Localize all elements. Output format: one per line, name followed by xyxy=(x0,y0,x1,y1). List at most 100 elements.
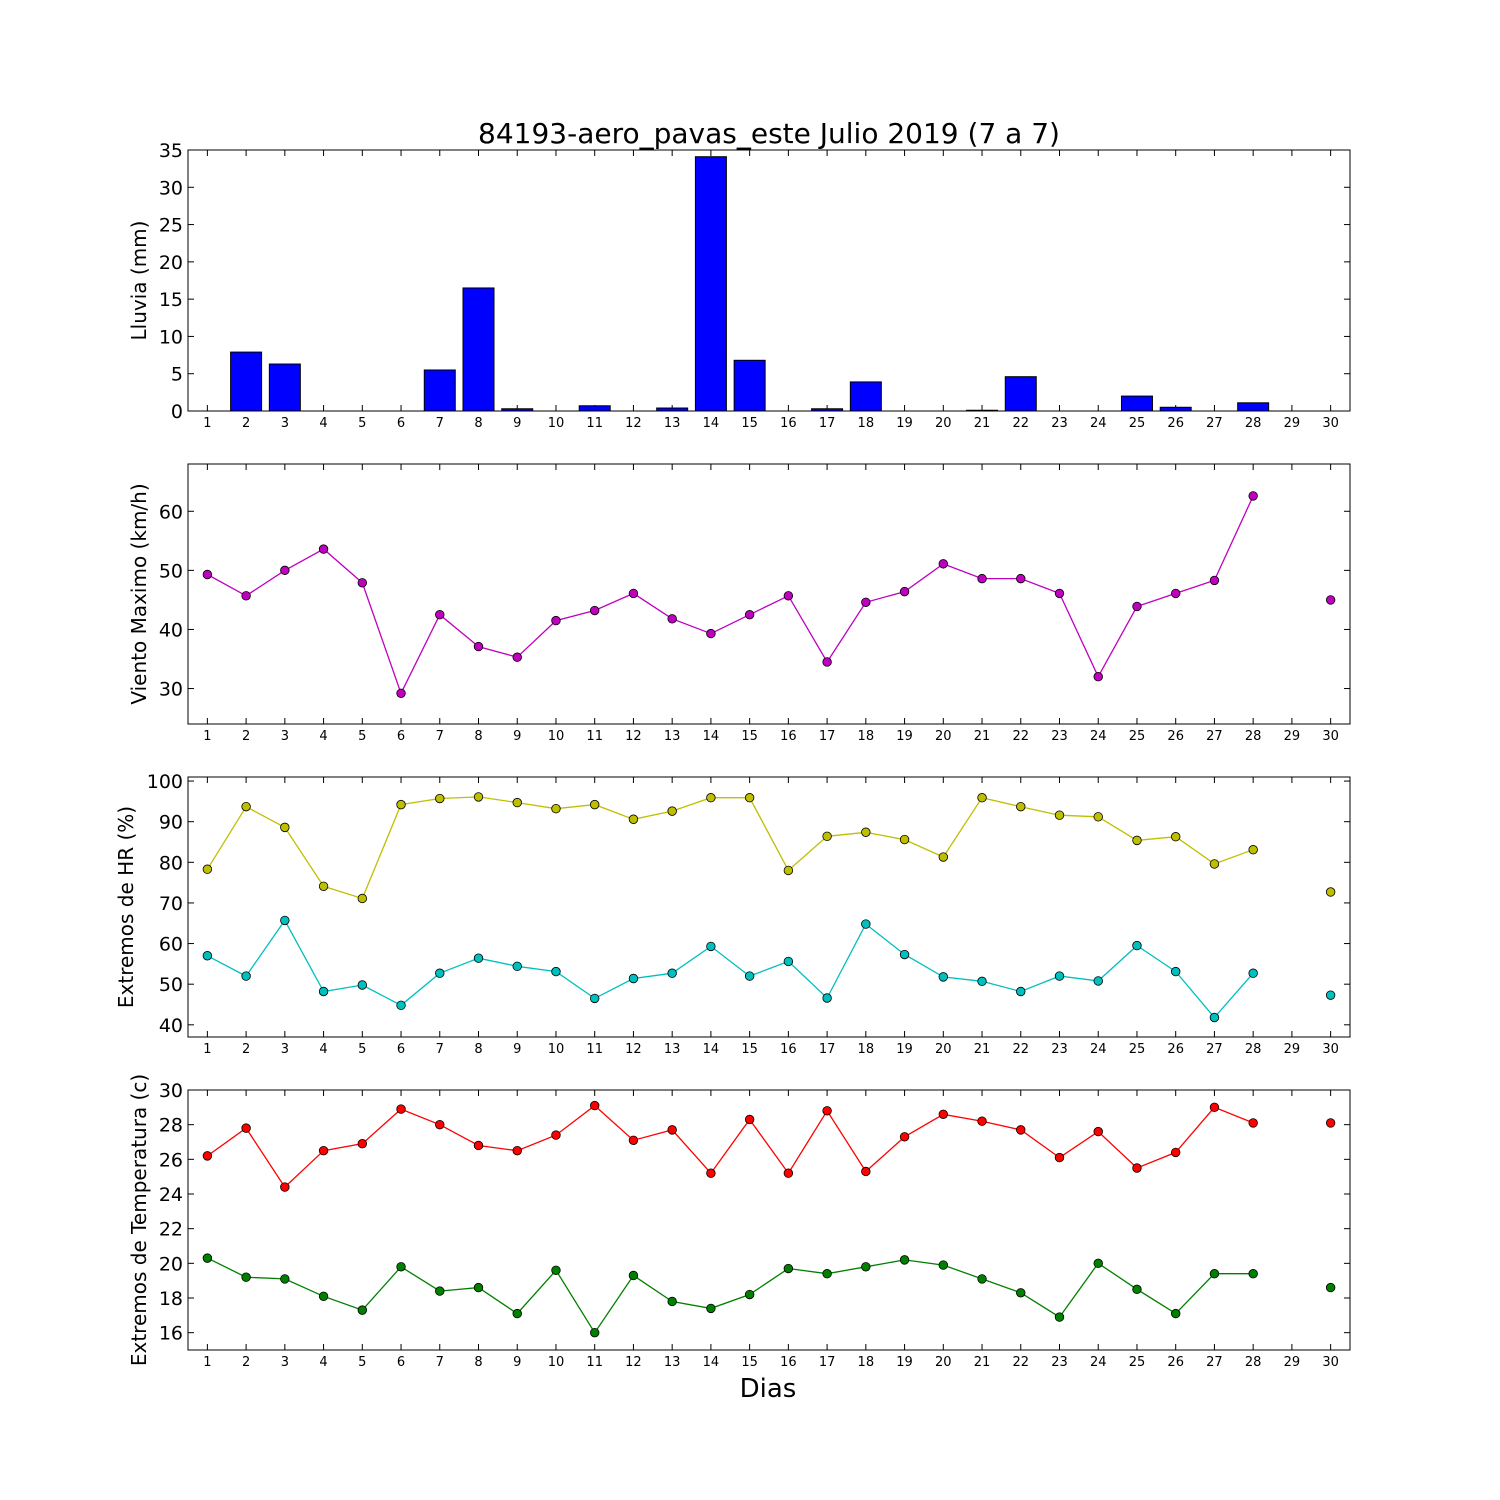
y-tick-label: 28 xyxy=(159,1115,183,1137)
data-point xyxy=(783,1168,794,1178)
data-point xyxy=(1016,801,1026,812)
bar xyxy=(462,287,495,412)
bar xyxy=(1237,402,1270,412)
x-tick-label: 28 xyxy=(1245,1355,1262,1370)
y-tick-label: 60 xyxy=(159,501,183,523)
x-tick-label: 3 xyxy=(281,416,289,431)
data-point xyxy=(977,1116,987,1126)
x-tick-label: 12 xyxy=(625,416,642,431)
x-tick-label: 3 xyxy=(281,1355,289,1370)
y-tick-label: 40 xyxy=(159,1015,183,1037)
x-tick-label: 13 xyxy=(664,729,681,744)
y-tick-label: 16 xyxy=(159,1323,183,1345)
x-tick-label: 2 xyxy=(242,416,250,431)
data-point xyxy=(202,864,213,874)
y-tick-label: 80 xyxy=(159,852,183,874)
series-line-2 xyxy=(207,1257,1254,1334)
x-tick-label: 24 xyxy=(1090,729,1107,744)
x-tick-label: 9 xyxy=(513,416,521,431)
y-axis-label: Viento Maximo (km/h) xyxy=(127,483,151,704)
plot-frame xyxy=(187,463,1351,725)
x-tick-label: 23 xyxy=(1051,1355,1068,1370)
x-tick-label: 28 xyxy=(1245,416,1262,431)
data-point xyxy=(628,1135,639,1145)
bar xyxy=(423,369,456,412)
data-point xyxy=(396,1262,406,1272)
data-point xyxy=(667,614,677,624)
data-point xyxy=(1170,1308,1181,1319)
plot-frame xyxy=(187,149,1351,412)
data-point xyxy=(1170,1147,1181,1158)
data-point xyxy=(280,1182,290,1192)
data-point xyxy=(977,793,987,803)
data-point xyxy=(667,968,677,978)
x-tick-label: 28 xyxy=(1245,1042,1262,1057)
data-point xyxy=(396,799,406,810)
y-tick-label: 5 xyxy=(171,364,183,386)
x-tick-label: 20 xyxy=(935,729,952,744)
data-point xyxy=(822,831,832,842)
series-line-1 xyxy=(207,495,1254,695)
data-point xyxy=(1093,1126,1103,1137)
data-point xyxy=(977,1274,987,1284)
data-point xyxy=(744,1289,755,1300)
x-tick-label: 8 xyxy=(474,729,482,744)
x-tick-label: 11 xyxy=(586,729,603,744)
data-point xyxy=(1209,1269,1220,1279)
data-point xyxy=(861,1166,871,1177)
data-point xyxy=(706,1168,716,1178)
x-tick-label: 16 xyxy=(780,729,797,744)
x-tick-label: 12 xyxy=(625,1042,642,1057)
data-point xyxy=(551,803,561,814)
data-point xyxy=(977,976,987,987)
data-point xyxy=(783,591,794,601)
data-point xyxy=(1054,971,1065,981)
x-tick-label: 15 xyxy=(741,729,758,744)
data-point xyxy=(822,1269,832,1279)
x-tick-label: 26 xyxy=(1167,1042,1184,1057)
data-point xyxy=(590,605,600,616)
x-tick-label: 19 xyxy=(896,1042,913,1057)
data-point xyxy=(938,1109,949,1119)
series-line-1 xyxy=(207,1104,1254,1189)
x-tick-label: 26 xyxy=(1167,729,1184,744)
x-tick-label: 23 xyxy=(1051,416,1068,431)
x-tick-label: 30 xyxy=(1322,1355,1339,1370)
data-point xyxy=(435,1119,445,1130)
data-point xyxy=(1325,887,1336,897)
data-point xyxy=(706,793,716,803)
data-point xyxy=(512,1308,522,1319)
x-tick-label: 22 xyxy=(1012,1355,1029,1370)
data-point xyxy=(1054,810,1065,820)
data-point xyxy=(706,628,716,639)
x-tick-label: 19 xyxy=(896,1355,913,1370)
y-tick-label: 50 xyxy=(159,560,183,582)
x-tick-label: 27 xyxy=(1206,416,1223,431)
data-point xyxy=(357,1139,368,1149)
x-tick-label: 10 xyxy=(548,1042,565,1057)
x-tick-label: 19 xyxy=(896,416,913,431)
data-point xyxy=(744,793,755,803)
x-tick-label: 24 xyxy=(1090,1042,1107,1057)
data-point xyxy=(590,993,600,1004)
y-tick-label: 20 xyxy=(159,1253,183,1275)
bar xyxy=(656,407,689,412)
data-point xyxy=(1170,832,1181,842)
x-tick-label: 3 xyxy=(281,1042,289,1057)
data-point xyxy=(1325,990,1336,1000)
x-tick-label: 18 xyxy=(858,416,875,431)
x-tick-label: 7 xyxy=(436,416,444,431)
data-point xyxy=(1132,1284,1142,1295)
x-tick-label: 5 xyxy=(358,416,366,431)
x-tick-label: 24 xyxy=(1090,416,1107,431)
data-point xyxy=(357,980,368,990)
data-point xyxy=(628,814,639,824)
data-point xyxy=(1132,835,1142,846)
x-tick-label: 27 xyxy=(1206,1355,1223,1370)
x-tick-label: 3 xyxy=(281,729,289,744)
x-tick-label: 29 xyxy=(1284,416,1301,431)
x-tick-label: 11 xyxy=(586,1355,603,1370)
x-tick-label: 26 xyxy=(1167,416,1184,431)
